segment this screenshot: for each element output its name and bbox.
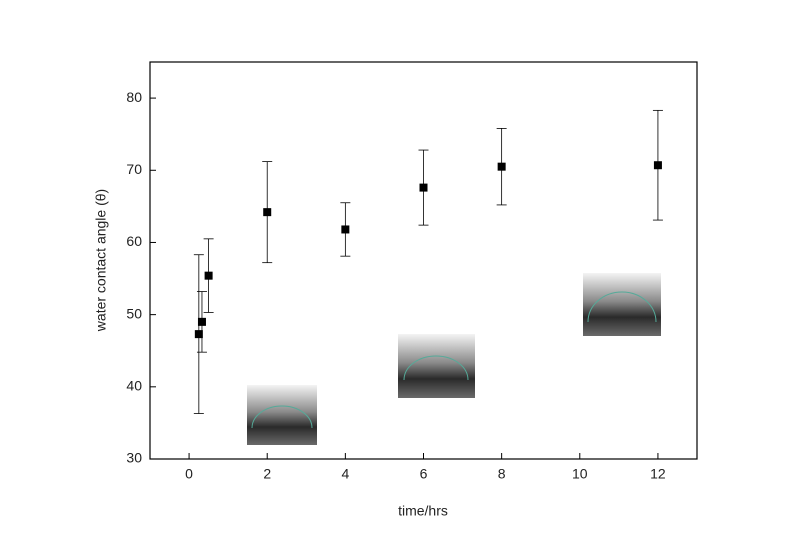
x-tick-label: 12 bbox=[650, 466, 666, 482]
y-axis-label: water contact angle (θ) bbox=[93, 189, 109, 332]
x-tick-label: 10 bbox=[572, 466, 588, 482]
droplet-outline bbox=[251, 405, 313, 429]
data-point bbox=[497, 162, 506, 171]
data-point bbox=[204, 271, 213, 280]
y-tick-label: 70 bbox=[126, 161, 142, 177]
x-tick-label: 2 bbox=[263, 466, 271, 482]
x-tick-label: 6 bbox=[420, 466, 428, 482]
data-point bbox=[419, 183, 428, 192]
data-point bbox=[263, 208, 272, 217]
y-tick-label: 30 bbox=[126, 450, 142, 466]
x-tick-label: 4 bbox=[341, 466, 349, 482]
x-axis-label: time/hrs bbox=[398, 503, 448, 519]
x-tick-label: 8 bbox=[498, 466, 506, 482]
y-tick-label: 40 bbox=[126, 378, 142, 394]
data-point bbox=[194, 330, 203, 339]
x-tick-label: 0 bbox=[185, 466, 193, 482]
droplet-outline bbox=[587, 291, 657, 323]
droplet-outline bbox=[403, 355, 469, 381]
y-tick-label: 50 bbox=[126, 305, 142, 321]
data-point bbox=[197, 317, 206, 326]
data-point bbox=[341, 225, 350, 234]
data-point bbox=[653, 161, 662, 170]
y-tick-label: 80 bbox=[126, 89, 142, 105]
plot-frame bbox=[149, 61, 698, 460]
y-tick-label: 60 bbox=[126, 233, 142, 249]
inset-images bbox=[247, 273, 661, 445]
droplet-image bbox=[583, 273, 661, 336]
droplet-image bbox=[247, 385, 317, 445]
